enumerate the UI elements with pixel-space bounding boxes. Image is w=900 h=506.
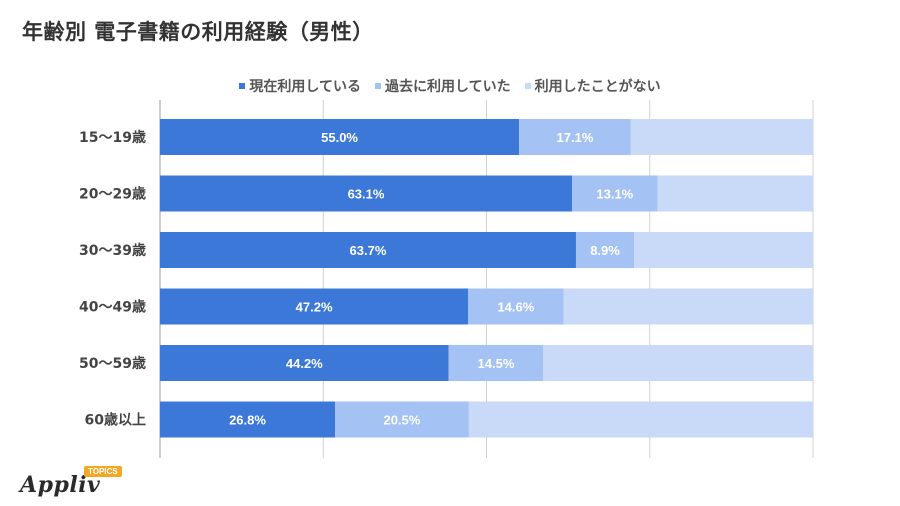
legend-label-never: 利用したことがない — [534, 79, 661, 95]
data-label-0-5: 26.8% — [229, 413, 266, 428]
bar-0-3 — [160, 288, 469, 325]
bar-0-4 — [160, 345, 449, 381]
legend-swatch-past — [375, 83, 381, 89]
bar-1-2 — [575, 232, 635, 268]
legend-label-current: 現在利用している — [249, 79, 361, 95]
data-label-1-1: 13.1% — [596, 187, 633, 202]
legend-swatch-never — [524, 83, 531, 89]
chart-title: 年齢別 電子書籍の利用経験（男性） — [22, 20, 374, 44]
category-label-4: 50〜59歳 — [79, 355, 146, 372]
bar-2-2 — [634, 232, 813, 268]
legend-item-never: 利用したことがない — [524, 76, 661, 96]
category-label-2: 30〜39歳 — [79, 242, 146, 259]
bar-1-4 — [448, 345, 544, 381]
data-label-0-1: 63.1% — [348, 187, 385, 202]
bar-0-1 — [160, 175, 573, 212]
legend-swatch-current — [239, 83, 246, 89]
bar-2-3 — [563, 288, 813, 325]
bars-layer — [160, 119, 813, 438]
bar-2-0 — [630, 119, 813, 155]
bar-0-5 — [160, 401, 336, 438]
data-label-0-2: 63.7% — [350, 243, 387, 258]
data-label-1-3: 14.6% — [497, 300, 534, 315]
data-label-1-4: 14.5% — [478, 356, 515, 371]
bar-2-1 — [657, 175, 813, 212]
bar-2-5 — [468, 401, 813, 438]
bar-1-5 — [335, 401, 469, 438]
bar-1-0 — [519, 119, 631, 155]
legend: 現在利用している 過去に利用していた 利用したことがない — [0, 76, 900, 96]
category-labels-layer: 15〜19歳 20〜29歳 30〜39歳 40〜49歳 50〜59歳 60歳以上 — [79, 129, 146, 429]
legend-item-current: 現在利用している — [239, 76, 361, 96]
data-label-0-0: 55.0% — [321, 130, 358, 145]
category-label-1: 20〜29歳 — [79, 186, 146, 203]
bar-0-0 — [160, 119, 520, 155]
logo-badge: TOPICS — [84, 466, 122, 477]
legend-item-past: 過去に利用していた — [375, 76, 511, 96]
data-label-1-5: 20.5% — [383, 413, 420, 428]
legend-label-past: 過去に利用していた — [385, 79, 511, 95]
data-label-1-2: 8.9% — [590, 243, 620, 258]
category-label-3: 40〜49歳 — [79, 299, 146, 316]
grid-layer — [159, 100, 814, 458]
category-label-0: 15〜19歳 — [79, 129, 146, 146]
category-label-5: 60歳以上 — [85, 412, 146, 429]
bar-2-4 — [543, 345, 813, 381]
data-label-1-0: 17.1% — [557, 130, 594, 145]
data-label-0-3: 47.2% — [296, 300, 333, 315]
labels-layer: 55.0% 17.1% 63.1% 13.1% 63.7% 8.9% 47.2% 14.6% 4… — [229, 130, 634, 428]
bar-0-2 — [160, 232, 576, 268]
bar-1-3 — [468, 288, 564, 325]
bar-1-1 — [572, 175, 658, 212]
data-label-0-4: 44.2% — [286, 356, 323, 371]
